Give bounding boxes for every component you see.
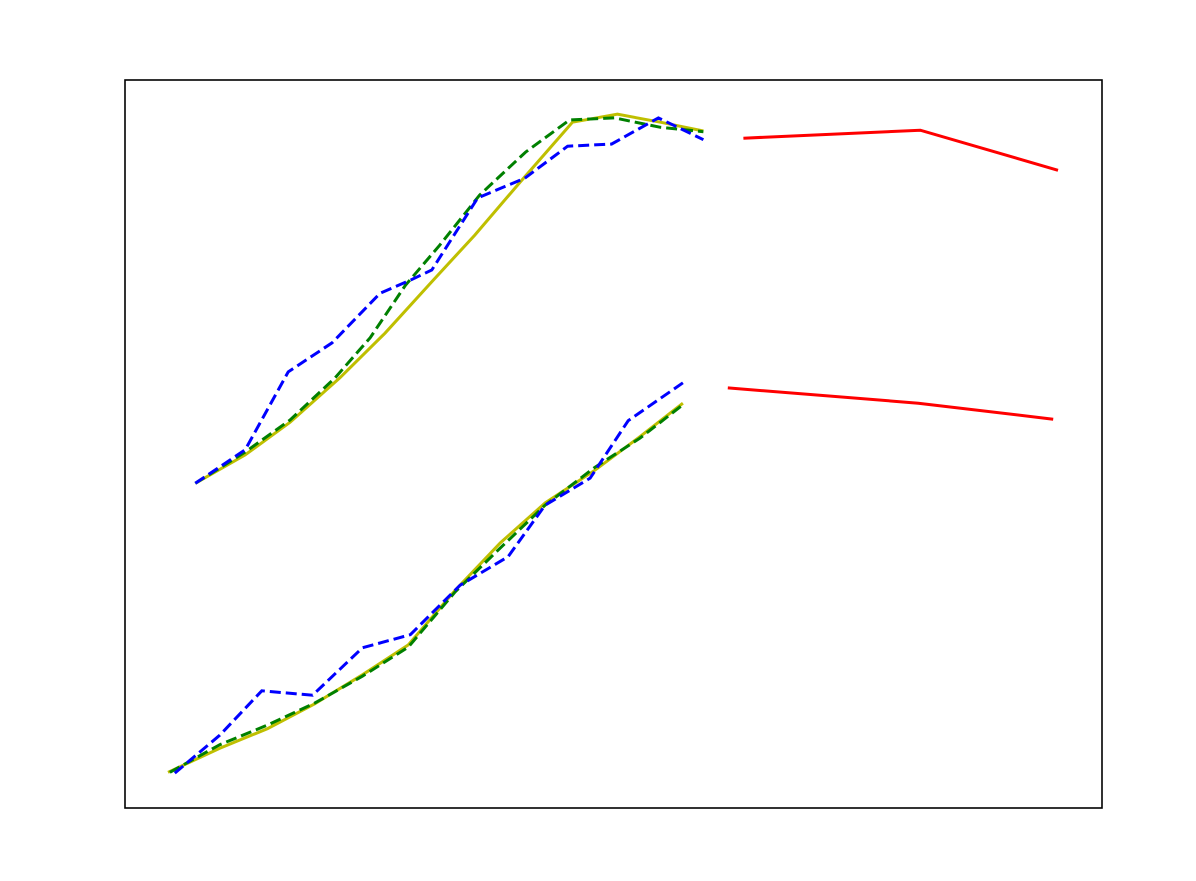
line [173, 381, 684, 775]
axes-frame [124, 79, 1103, 809]
line [194, 112, 704, 485]
line [743, 128, 1059, 172]
line [727, 386, 1054, 421]
line [169, 403, 684, 774]
line [194, 116, 704, 485]
plot-area [167, 112, 1059, 775]
line [194, 116, 705, 485]
